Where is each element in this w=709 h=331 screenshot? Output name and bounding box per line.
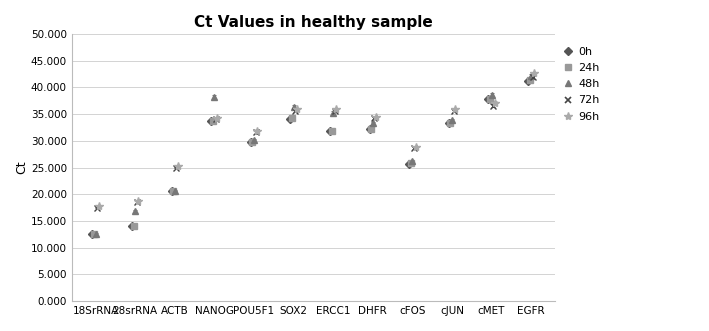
Legend: 0h, 24h, 48h, 72h, 96h: 0h, 24h, 48h, 72h, 96h bbox=[560, 45, 602, 124]
Y-axis label: Ct: Ct bbox=[15, 161, 28, 174]
Title: Ct Values in healthy sample: Ct Values in healthy sample bbox=[194, 15, 432, 30]
